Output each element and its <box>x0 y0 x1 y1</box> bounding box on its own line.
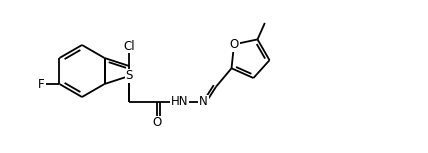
Text: HN: HN <box>170 95 188 108</box>
Text: F: F <box>38 78 45 91</box>
Text: S: S <box>125 69 133 82</box>
Text: Cl: Cl <box>123 39 135 52</box>
Text: O: O <box>229 38 239 51</box>
Text: O: O <box>153 116 162 129</box>
Text: N: N <box>199 95 208 108</box>
